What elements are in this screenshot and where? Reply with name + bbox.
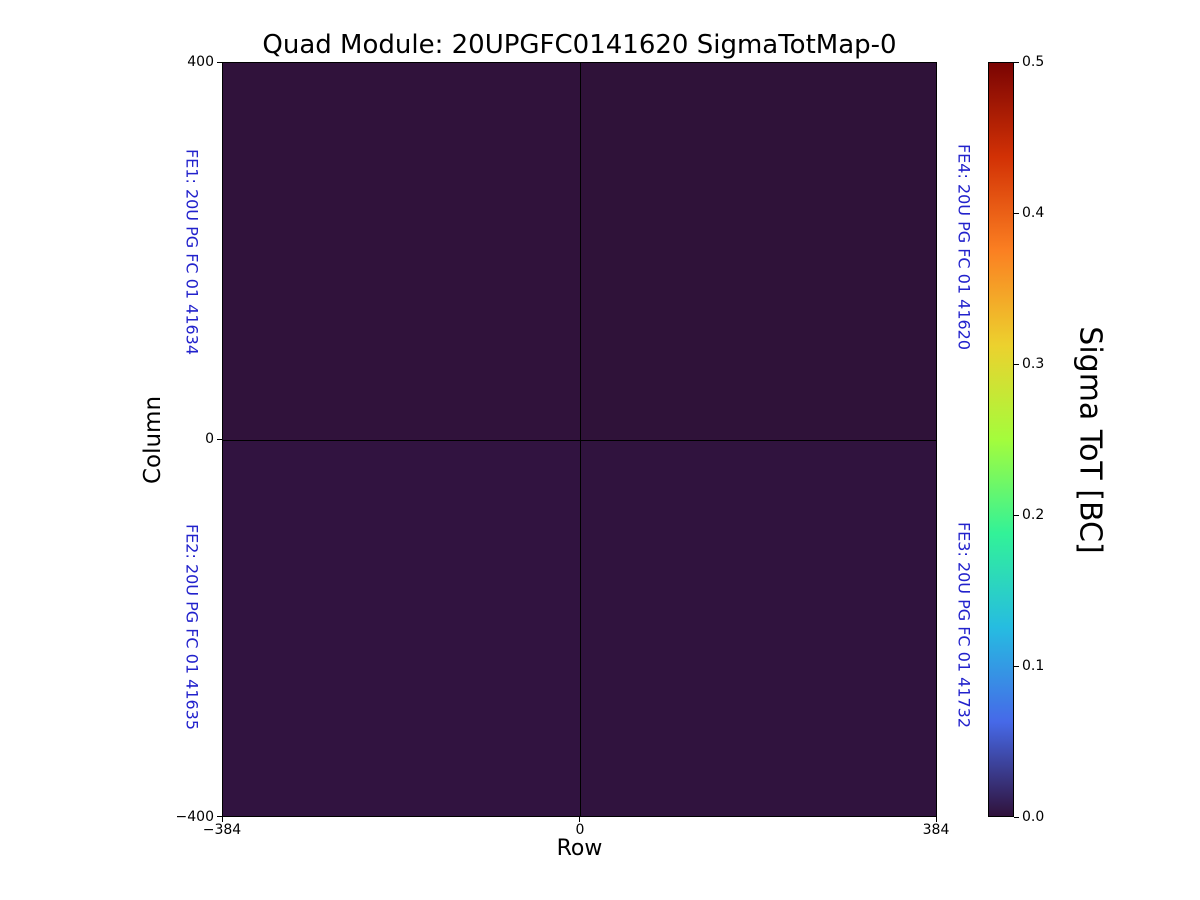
y-tick-mark	[217, 816, 222, 817]
colorbar-tick-label: 0.2	[1022, 507, 1045, 523]
fe1-annotation: FE1: 20U PG FC 01 41634	[182, 148, 202, 356]
x-tick-label: −384	[202, 822, 242, 838]
heatmap-quadrant-fe3	[579, 439, 936, 816]
colorbar-tick-mark	[1014, 364, 1019, 365]
x-tick-label: 384	[922, 822, 950, 838]
colorbar-tick-mark	[1014, 515, 1019, 516]
colorbar-tick-label: 0.1	[1022, 658, 1045, 674]
colorbar-tick-label: 0.3	[1022, 356, 1045, 372]
y-tick-mark	[217, 62, 222, 63]
x-axis-label: Row	[556, 836, 603, 861]
colorbar-gradient	[988, 62, 1014, 817]
colorbar-tick-mark	[1014, 817, 1019, 818]
colorbar-tick-mark	[1014, 213, 1019, 214]
colorbar-axis-label: Sigma ToT [BC]	[1072, 326, 1108, 554]
crosshair-horizontal-line	[223, 439, 936, 441]
x-tick-mark	[222, 817, 223, 822]
colorbar-tick-mark	[1014, 666, 1019, 667]
colorbar-tick-label: 0.0	[1022, 809, 1045, 825]
heatmap-quadrant-fe2	[223, 439, 580, 816]
plot-title: Quad Module: 20UPGFC0141620 SigmaTotMap-…	[262, 30, 897, 60]
fe3-annotation: FE3: 20U PG FC 01 41732	[954, 521, 974, 729]
heatmap-quadrant-fe4	[579, 63, 936, 440]
y-tick-label: 0	[205, 431, 214, 447]
colorbar-tick-label: 0.4	[1022, 205, 1045, 221]
fe4-annotation: FE4: 20U PG FC 01 41620	[954, 143, 974, 351]
x-tick-mark	[936, 817, 937, 822]
y-axis-label: Column	[140, 395, 166, 485]
x-tick-label: 0	[575, 822, 585, 838]
colorbar-tick-label: 0.5	[1022, 54, 1045, 70]
x-tick-mark	[579, 817, 580, 822]
fe2-annotation: FE2: 20U PG FC 01 41635	[182, 523, 202, 731]
heatmap-plot-area	[222, 62, 937, 817]
y-tick-label: 400	[187, 54, 214, 70]
y-tick-label: −400	[175, 809, 214, 825]
heatmap-quadrant-fe1	[223, 63, 580, 440]
y-tick-mark	[217, 439, 222, 440]
colorbar-tick-mark	[1014, 62, 1019, 63]
